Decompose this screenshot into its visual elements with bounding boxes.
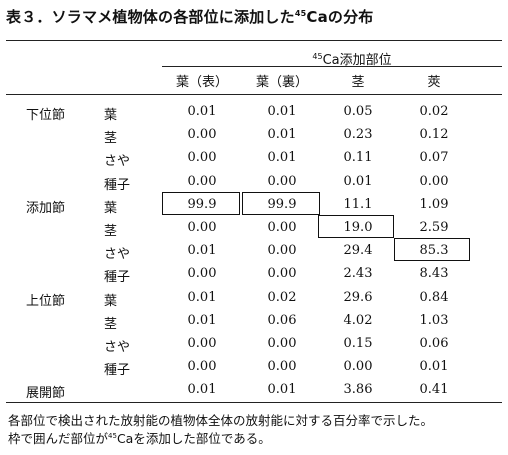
group-label: 上位節 (26, 293, 66, 309)
table-cell: 0.01 (267, 127, 297, 143)
title-suffix: の分布 (327, 8, 374, 26)
highlight-box (162, 191, 240, 215)
table-cell: 0.23 (343, 127, 373, 143)
part-label: さや (104, 247, 131, 263)
title-isotope-mass: 45 (294, 9, 307, 18)
table-cell: 0.41 (419, 382, 449, 398)
title-prefix: 表３．ソラマメ植物体の各部位に添加した (6, 8, 295, 26)
column-group-isotope-mass: 45 (312, 52, 323, 61)
table-cell: 0.00 (419, 173, 449, 189)
footnote-isotope-mass: 45 (108, 432, 117, 440)
table-cell: 99.9 (267, 196, 297, 212)
table-cell: 0.06 (267, 312, 297, 328)
top-rule (6, 40, 502, 41)
part-label: 種子 (104, 270, 131, 286)
table-cell: 0.00 (267, 266, 297, 282)
table-cell: 0.00 (187, 336, 217, 351)
highlight-box (242, 191, 320, 215)
bottom-rule (6, 402, 502, 403)
table-cell: 0.01 (187, 104, 217, 119)
table-cell: 29.4 (343, 243, 373, 259)
column-group-rule (162, 66, 502, 67)
table-cell: 3.86 (343, 382, 373, 398)
table-cell: 2.43 (343, 266, 373, 282)
table-cell: 85.3 (419, 243, 449, 259)
highlight-box (318, 215, 394, 239)
column-header: 莢 (427, 75, 441, 90)
table-cell: 0.00 (267, 243, 297, 259)
part-label: 葉 (104, 108, 118, 123)
column-header: 葉（裏） (255, 75, 308, 90)
part-label: 葉 (104, 293, 118, 309)
part-label: 茎 (104, 131, 118, 147)
table-cell: 0.00 (187, 266, 217, 282)
group-label: 下位節 (26, 108, 66, 123)
table-cell: 99.9 (187, 196, 217, 212)
column-group-label: 45Ca添加部位 (236, 49, 468, 68)
group-label: 添加節 (26, 200, 66, 216)
footnote-suffix: Caを添加した部位である。 (116, 431, 271, 446)
table-cell: 0.02 (267, 289, 297, 305)
table-cell: 0.00 (267, 336, 297, 351)
table-cell: 0.01 (267, 382, 297, 398)
part-label: 種子 (104, 177, 131, 193)
part-label: 葉 (104, 200, 118, 216)
part-label: 茎 (104, 316, 118, 332)
table-cell: 1.03 (419, 312, 449, 328)
table-cell: 0.01 (187, 382, 217, 398)
footnote-prefix: 枠で囲んだ部位が (8, 431, 109, 446)
table-cell: 0.01 (187, 312, 217, 328)
table-cell: 0.01 (267, 104, 297, 119)
table-cell: 0.15 (343, 336, 373, 351)
table-cell: 2.59 (419, 220, 449, 235)
table-cell: 0.01 (343, 173, 373, 189)
group-label: 展開節 (26, 386, 66, 402)
table-cell: 0.00 (187, 173, 217, 189)
table-cell: 0.01 (267, 150, 297, 166)
title-element: Ca (306, 8, 328, 26)
table-cell: 0.00 (267, 220, 297, 235)
table-cell: 4.02 (343, 312, 373, 328)
part-label: 種子 (104, 363, 131, 379)
table-cell: 0.05 (343, 104, 373, 119)
column-header: 葉（表） (175, 75, 228, 90)
table-title: 表３．ソラマメ植物体の各部位に添加した45Caの分布 (6, 6, 374, 27)
table-cell: 0.84 (419, 289, 449, 305)
table-cell: 0.00 (343, 359, 373, 375)
column-group-text: Ca添加部位 (322, 53, 392, 68)
table-cell: 0.06 (419, 336, 449, 351)
part-label: 茎 (104, 224, 118, 239)
table-cell: 0.00 (267, 173, 297, 189)
table-cell: 0.01 (419, 359, 449, 375)
table-cell: 11.1 (343, 196, 373, 212)
footnote-line-2: 枠で囲んだ部位が45Caを添加した部位である。 (8, 428, 271, 447)
part-label: さや (104, 154, 131, 170)
table-cell: 0.01 (187, 243, 217, 259)
column-header: 茎 (351, 75, 365, 90)
footnote-line-1: 各部位で検出された放射能の植物体全体の放射能に対する百分率で示した。 (8, 413, 434, 428)
table-cell: 0.07 (419, 150, 449, 166)
table-cell: 1.09 (419, 196, 449, 212)
table-cell: 0.00 (187, 127, 217, 143)
table-cell: 0.12 (419, 127, 449, 143)
table-cell: 19.0 (343, 220, 373, 235)
highlight-box (394, 238, 470, 262)
table-cell: 0.00 (187, 150, 217, 166)
part-label: さや (104, 340, 131, 355)
table-cell: 0.02 (419, 104, 449, 119)
table-cell: 0.00 (267, 359, 297, 375)
table-cell: 0.00 (187, 359, 217, 375)
header-rule (6, 94, 502, 95)
table-cell: 0.11 (343, 150, 373, 166)
table-cell: 0.00 (187, 220, 217, 235)
table-cell: 8.43 (419, 266, 449, 282)
table-cell: 29.6 (343, 289, 373, 305)
table-cell: 0.01 (187, 289, 217, 305)
